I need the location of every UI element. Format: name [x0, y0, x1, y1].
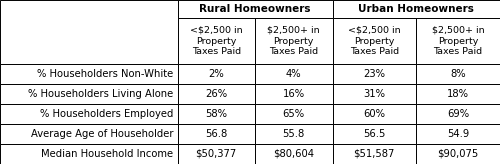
Text: 8%: 8% [450, 69, 466, 79]
Bar [0, 84, 178, 104]
Bar [0, 64, 178, 84]
Bar [255, 124, 332, 144]
Bar [255, 104, 332, 124]
Bar [255, 18, 332, 64]
Text: 60%: 60% [363, 109, 385, 119]
Bar [416, 18, 500, 64]
Bar [178, 0, 332, 18]
Text: $2,500+ in
Property
Taxes Paid: $2,500+ in Property Taxes Paid [268, 26, 320, 56]
Text: 31%: 31% [363, 89, 385, 99]
Bar [178, 104, 255, 124]
Bar [0, 104, 178, 124]
Text: 56.8: 56.8 [205, 129, 228, 139]
Text: % Householders Living Alone: % Householders Living Alone [28, 89, 174, 99]
Bar [0, 0, 178, 64]
Bar [416, 64, 500, 84]
Bar [332, 84, 416, 104]
Text: 26%: 26% [205, 89, 228, 99]
Bar [332, 104, 416, 124]
Bar [416, 144, 500, 164]
Text: 65%: 65% [282, 109, 305, 119]
Bar [416, 104, 500, 124]
Bar [416, 84, 500, 104]
Text: 2%: 2% [208, 69, 224, 79]
Bar [332, 144, 416, 164]
Bar [0, 124, 178, 144]
Bar [255, 84, 332, 104]
Bar [332, 18, 416, 64]
Text: $80,604: $80,604 [273, 149, 314, 159]
Bar [178, 18, 255, 64]
Text: 4%: 4% [286, 69, 302, 79]
Text: <$2,500 in
Property
Taxes Paid: <$2,500 in Property Taxes Paid [190, 26, 242, 56]
Text: 56.5: 56.5 [363, 129, 386, 139]
Text: % Householders Non-White: % Householders Non-White [37, 69, 173, 79]
Text: $50,377: $50,377 [196, 149, 237, 159]
Bar [255, 64, 332, 84]
Text: 23%: 23% [363, 69, 385, 79]
Text: $2,500+ in
Property
Taxes Paid: $2,500+ in Property Taxes Paid [432, 26, 484, 56]
Bar [416, 124, 500, 144]
Text: <$2,500 in
Property
Taxes Paid: <$2,500 in Property Taxes Paid [348, 26, 401, 56]
Bar [178, 124, 255, 144]
Text: 54.9: 54.9 [447, 129, 469, 139]
Text: Average Age of Householder: Average Age of Householder [31, 129, 174, 139]
Text: $51,587: $51,587 [354, 149, 395, 159]
Bar [178, 144, 255, 164]
Text: Rural Homeowners: Rural Homeowners [199, 4, 311, 14]
Bar [178, 64, 255, 84]
Text: 69%: 69% [447, 109, 469, 119]
Text: $90,075: $90,075 [438, 149, 478, 159]
Text: Median Household Income: Median Household Income [42, 149, 173, 159]
Text: 55.8: 55.8 [282, 129, 305, 139]
Text: % Householders Employed: % Householders Employed [40, 109, 173, 119]
Text: 58%: 58% [206, 109, 227, 119]
Text: Urban Homeowners: Urban Homeowners [358, 4, 474, 14]
Bar [332, 124, 416, 144]
Bar [332, 64, 416, 84]
Text: 18%: 18% [447, 89, 469, 99]
Text: 16%: 16% [282, 89, 305, 99]
Bar [178, 84, 255, 104]
Bar [0, 144, 178, 164]
Bar [332, 0, 500, 18]
Bar [255, 144, 332, 164]
